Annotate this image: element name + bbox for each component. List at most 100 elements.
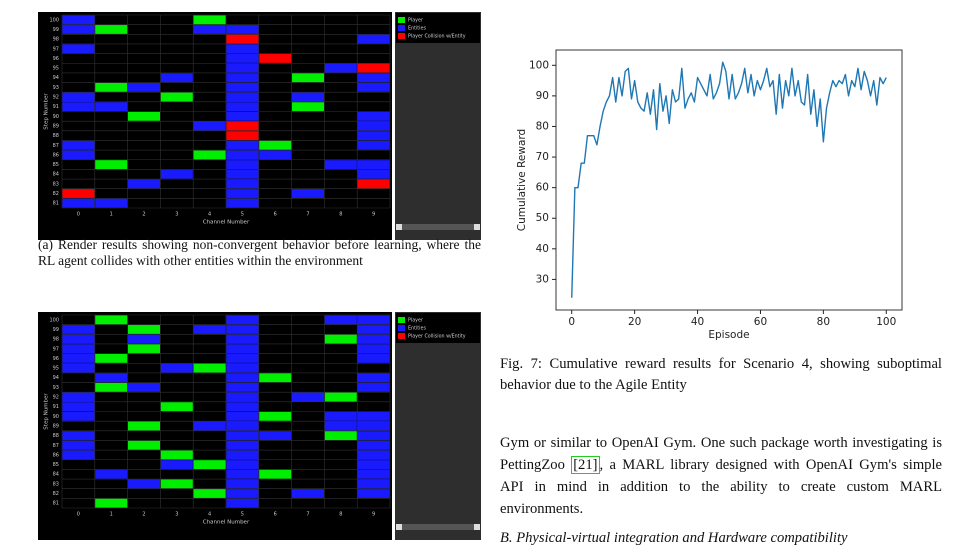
cell xyxy=(357,169,390,179)
y-tick-label: 70 xyxy=(536,151,549,163)
y-tick-label: 90 xyxy=(536,90,549,102)
y-tick-label: 86 xyxy=(53,452,59,458)
cell xyxy=(226,460,259,469)
cell xyxy=(226,111,259,121)
cell xyxy=(357,489,390,498)
cell xyxy=(259,469,292,479)
cell xyxy=(324,160,357,169)
cell xyxy=(226,44,259,54)
side-panel xyxy=(395,12,481,240)
plot-frame xyxy=(555,49,903,311)
cell xyxy=(62,92,95,102)
cell xyxy=(226,179,259,189)
cell xyxy=(62,15,95,25)
cell xyxy=(357,121,390,131)
cell xyxy=(128,440,160,450)
x-tick-label: 6 xyxy=(274,212,277,218)
cell xyxy=(226,325,259,334)
x-tick-label: 9 xyxy=(372,212,375,218)
x-tick-label: 20 xyxy=(628,316,641,328)
y-tick-label: 80 xyxy=(536,120,549,132)
y-tick-label: 83 xyxy=(53,481,59,487)
y-tick-label: 100 xyxy=(49,317,59,323)
cell xyxy=(324,411,357,421)
legend-label: Entities xyxy=(408,26,426,32)
cell xyxy=(95,160,128,169)
cell xyxy=(128,179,160,189)
legend-label: Player xyxy=(408,318,423,324)
y-tick-label: 85 xyxy=(53,462,59,468)
paragraph-text: Gym or similar to OpenAI Gym. One such p… xyxy=(500,435,942,473)
citation[interactable]: [21] xyxy=(571,456,600,474)
cell xyxy=(226,131,259,141)
cell xyxy=(357,111,390,121)
x-tick-label: 60 xyxy=(754,316,767,328)
y-tick-label: 96 xyxy=(53,56,59,62)
y-tick-label: 87 xyxy=(53,443,59,449)
cell xyxy=(128,82,160,92)
cell xyxy=(160,450,193,460)
cell xyxy=(95,315,128,325)
cell xyxy=(357,179,390,189)
cell xyxy=(62,150,95,160)
cell xyxy=(62,440,95,450)
y-axis-label: Cumulative Reward xyxy=(516,129,528,231)
cell xyxy=(226,373,259,383)
cell xyxy=(226,450,259,460)
cell xyxy=(259,150,292,160)
legend-swatch xyxy=(398,33,405,39)
cell xyxy=(193,15,226,25)
y-tick-label: 82 xyxy=(53,191,59,197)
cell xyxy=(128,344,160,354)
scroll-button xyxy=(396,524,402,530)
y-tick-label: 91 xyxy=(53,104,59,110)
y-tick-label: 100 xyxy=(529,59,549,71)
cell xyxy=(259,431,292,441)
x-tick-label: 2 xyxy=(142,512,145,518)
cell xyxy=(226,25,259,34)
cell xyxy=(357,373,390,383)
cell xyxy=(62,354,95,363)
y-tick-label: 85 xyxy=(53,162,59,168)
cell xyxy=(357,382,390,392)
y-tick-label: 96 xyxy=(53,356,59,362)
x-tick-label: 8 xyxy=(339,212,342,218)
cell xyxy=(95,25,128,34)
cell xyxy=(62,140,95,150)
cell xyxy=(357,440,390,450)
x-tick-label: 4 xyxy=(208,512,211,518)
cell xyxy=(62,198,95,208)
y-tick-label: 92 xyxy=(53,395,59,401)
cell xyxy=(324,421,357,431)
cell xyxy=(357,82,390,92)
x-axis-label: Channel Number xyxy=(203,520,250,526)
cell xyxy=(357,344,390,354)
cell xyxy=(292,92,324,102)
cell xyxy=(226,73,259,83)
cell xyxy=(226,334,259,344)
y-tick-label: 98 xyxy=(53,37,59,43)
y-tick-label: 100 xyxy=(49,17,59,23)
cell xyxy=(128,111,160,121)
cell xyxy=(193,421,226,431)
legend-label: Player Collision w/Entity xyxy=(408,334,466,340)
y-axis-label: Step Number xyxy=(44,393,50,430)
section-heading: B. Physical-virtual integration and Hard… xyxy=(500,530,848,546)
y-tick-label: 99 xyxy=(53,327,59,333)
scrollbar xyxy=(396,524,480,530)
cell xyxy=(357,431,390,441)
cell xyxy=(357,315,390,325)
reward-line xyxy=(571,61,887,298)
x-tick-label: 9 xyxy=(372,512,375,518)
caption-a: (a) Render results showing non-convergen… xyxy=(38,237,481,268)
cell xyxy=(95,198,128,208)
y-tick-label: 94 xyxy=(53,375,59,381)
cell xyxy=(160,479,193,489)
legend-label: Player Collision w/Entity xyxy=(408,34,466,40)
cell xyxy=(357,411,390,421)
legend-label: Entities xyxy=(408,326,426,332)
cell xyxy=(160,460,193,469)
cell xyxy=(324,431,357,441)
x-tick-label: 7 xyxy=(306,212,309,218)
